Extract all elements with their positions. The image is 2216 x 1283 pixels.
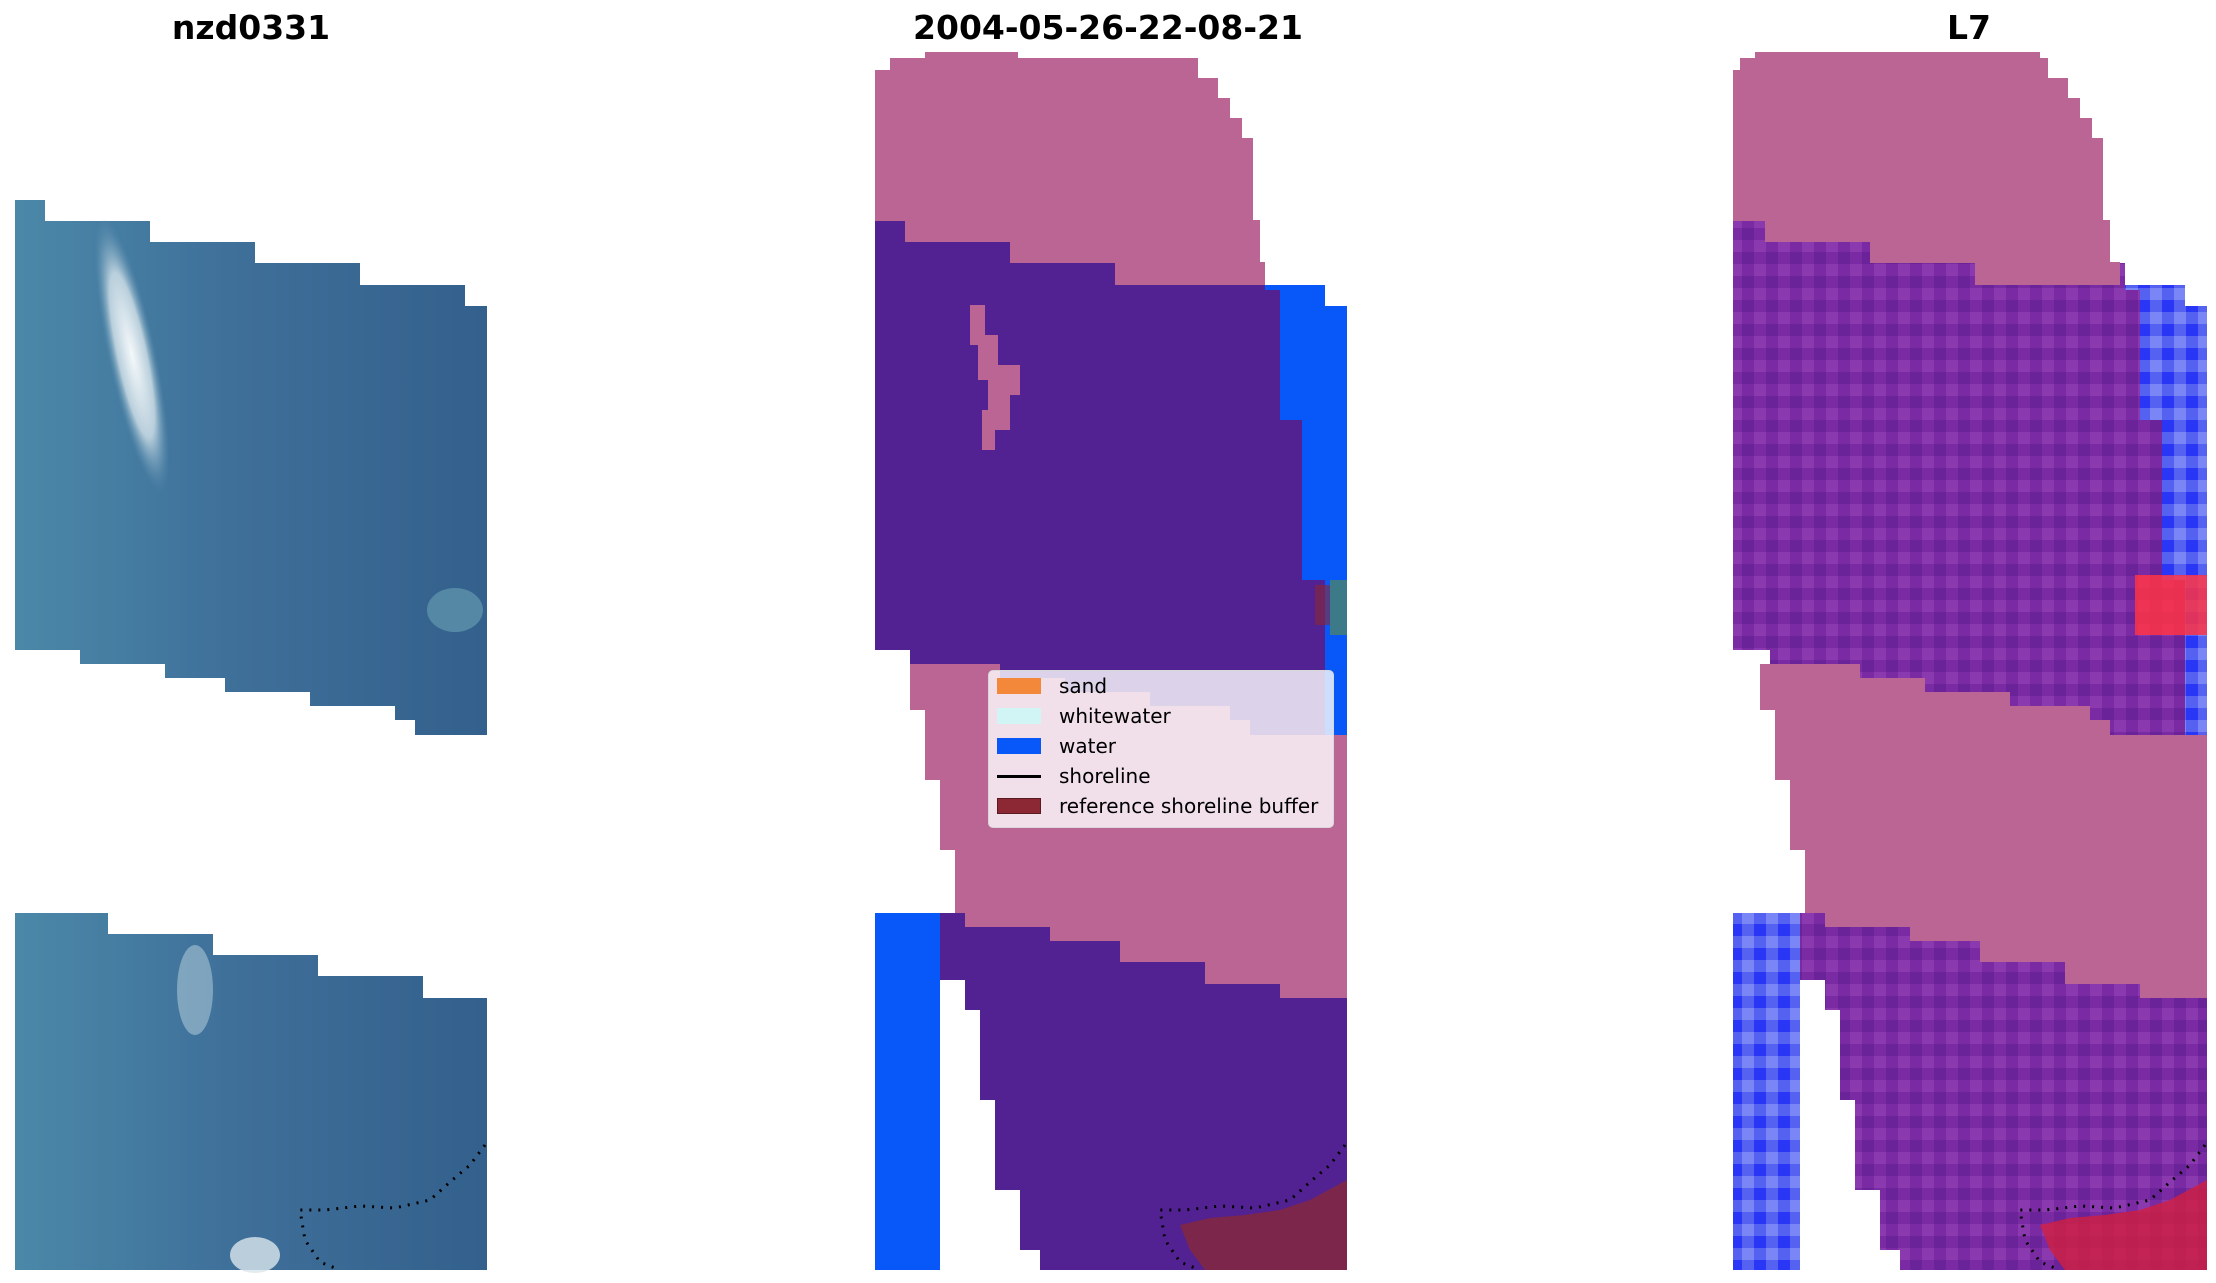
- index-sand-top: [1733, 52, 2120, 285]
- legend-label-reference-buffer: reference shoreline buffer: [1059, 794, 1319, 818]
- legend-label-water: water: [1059, 734, 1116, 758]
- legend-label-shoreline: shoreline: [1059, 764, 1151, 788]
- index-reference-buffer: [2040, 1180, 2207, 1270]
- legend-item-reference-buffer: reference shoreline buffer: [997, 791, 1318, 821]
- index-sand-middle: [1760, 664, 2207, 998]
- legend-label-whitewater: whitewater: [1059, 704, 1171, 728]
- left-panel-title: nzd0331: [171, 8, 331, 47]
- index-blue-left-bottom: [1733, 913, 1800, 1270]
- whitewater-swatch: [997, 708, 1041, 724]
- class-water-dark-upper: [875, 200, 1325, 735]
- legend-item-sand: sand: [997, 671, 1107, 701]
- class-reference-buffer: [1180, 1180, 1347, 1270]
- class-water-dark-lower: [940, 913, 1347, 1270]
- class-sand-strip: [970, 305, 1020, 450]
- class-water-left-bottom: [875, 913, 940, 1270]
- legend: sand whitewater water shoreline referenc…: [988, 670, 1334, 828]
- water-swatch: [997, 738, 1041, 754]
- right-panel-title: L7: [1947, 8, 1991, 47]
- index-red-patch: [2135, 575, 2207, 635]
- shoreline-line-sample: [997, 774, 1041, 778]
- middle-panel-title: 2004-05-26-22-08-21: [913, 8, 1303, 47]
- rgb-upper-patch: [15, 200, 487, 735]
- index-panel: [1733, 52, 2207, 1272]
- legend-label-sand: sand: [1059, 674, 1108, 698]
- classification-panel: [875, 52, 1347, 1272]
- legend-item-water: water: [997, 731, 1116, 761]
- reference-buffer-swatch: [997, 798, 1041, 814]
- rgb-lower-patch: [15, 913, 487, 1270]
- surf-highlight: [94, 217, 170, 493]
- legend-item-whitewater: whitewater: [997, 701, 1171, 731]
- index-purple-lower: [1800, 913, 2207, 1270]
- class-sand-top: [875, 52, 1265, 285]
- rgb-image-panel: [15, 200, 487, 1273]
- legend-item-shoreline: shoreline: [997, 761, 1151, 791]
- sand-swatch: [997, 678, 1041, 694]
- index-purple-upper: [1733, 200, 2185, 735]
